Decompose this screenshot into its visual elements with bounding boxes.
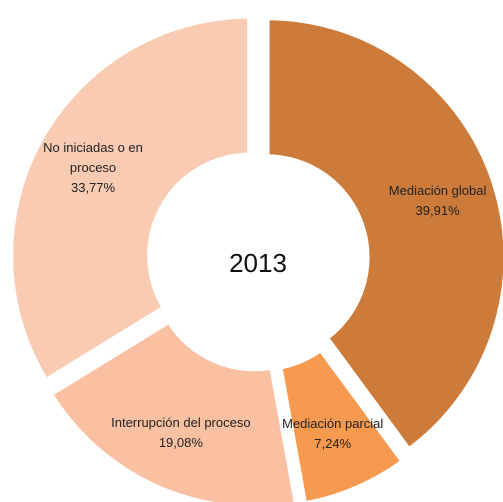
- category-label: Interrupción del proceso: [111, 414, 251, 430]
- category-label: Mediación global: [388, 183, 487, 199]
- donut-segment: [45, 316, 300, 502]
- segment-label: Mediación global 39,91%: [368, 181, 503, 221]
- center-label: 2013: [229, 248, 287, 278]
- donut-segment: [275, 344, 408, 502]
- segment-label: Interrupción del proceso 19,08%: [111, 413, 251, 453]
- category-label: No iniciadas o en proceso: [43, 139, 143, 175]
- donut-segment: [263, 14, 503, 455]
- value-label: 39,91%: [415, 203, 460, 219]
- segment-label: Mediación parcial 7,24%: [263, 414, 403, 454]
- value-label: 7,24%: [314, 435, 352, 451]
- donut-segment: [7, 12, 254, 386]
- value-label: 19,08%: [158, 434, 203, 450]
- value-label: 33,77%: [70, 179, 116, 195]
- segment-label: No iniciadas o en proceso 33,77%: [23, 138, 163, 198]
- category-label: Mediación parcial: [282, 415, 384, 431]
